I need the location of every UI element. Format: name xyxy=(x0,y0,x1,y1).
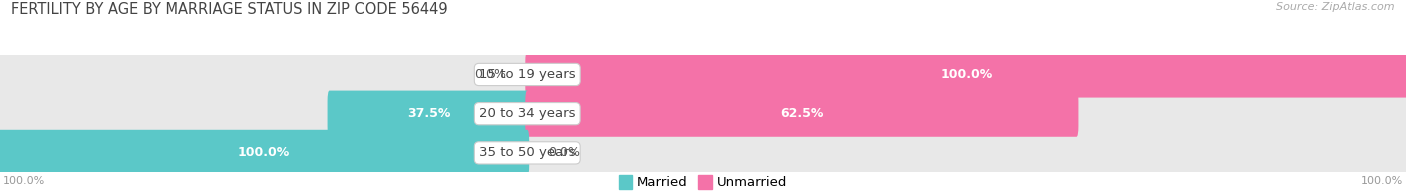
Text: 0.0%: 0.0% xyxy=(548,146,581,159)
Text: 100.0%: 100.0% xyxy=(1361,176,1403,186)
Text: 15 to 19 years: 15 to 19 years xyxy=(479,68,575,81)
FancyBboxPatch shape xyxy=(526,91,1078,137)
Text: 62.5%: 62.5% xyxy=(780,107,824,120)
FancyBboxPatch shape xyxy=(328,91,529,137)
FancyBboxPatch shape xyxy=(0,91,1406,137)
FancyBboxPatch shape xyxy=(526,51,1406,98)
Text: 100.0%: 100.0% xyxy=(238,146,290,159)
FancyBboxPatch shape xyxy=(0,130,529,176)
Text: 35 to 50 years: 35 to 50 years xyxy=(479,146,575,159)
Text: FERTILITY BY AGE BY MARRIAGE STATUS IN ZIP CODE 56449: FERTILITY BY AGE BY MARRIAGE STATUS IN Z… xyxy=(11,2,449,17)
Text: 0.0%: 0.0% xyxy=(474,68,506,81)
FancyBboxPatch shape xyxy=(0,130,1406,176)
Legend: Married, Unmarried: Married, Unmarried xyxy=(619,175,787,189)
Text: 37.5%: 37.5% xyxy=(406,107,450,120)
Text: 20 to 34 years: 20 to 34 years xyxy=(479,107,575,120)
Text: Source: ZipAtlas.com: Source: ZipAtlas.com xyxy=(1277,2,1395,12)
Text: 100.0%: 100.0% xyxy=(3,176,45,186)
FancyBboxPatch shape xyxy=(0,51,1406,98)
Text: 100.0%: 100.0% xyxy=(941,68,993,81)
